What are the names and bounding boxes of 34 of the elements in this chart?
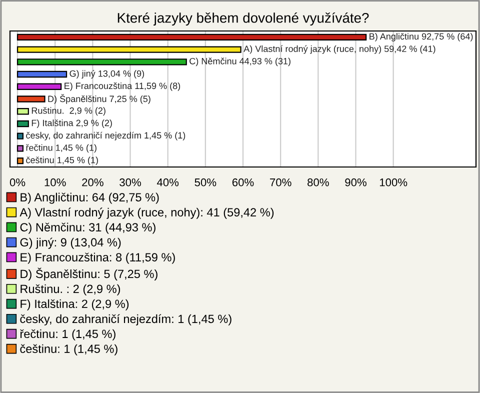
x-tick-label: 80%	[308, 178, 329, 186]
legend-label: G) jiný: 9 (13,04 %)	[20, 238, 121, 249]
data-label: D) Španělštinu 7,25 % (5)	[48, 94, 150, 104]
data-label: B) Angličtinu 92,75 % (64)	[370, 32, 473, 42]
data-label: řečtinu 1,45 % (1)	[26, 144, 96, 153]
chart-title: Které jazyky během dovolené využíváte?	[118, 12, 369, 26]
x-tick-label: 40%	[156, 178, 179, 186]
x-tick-label: 100%	[380, 178, 408, 186]
legend-label: B) Angličtinu: 64 (92,75 %)	[20, 192, 159, 204]
legend-label: A) Vlastní rodný jazyk (ruce, nohy): 41 (59,42 %)	[20, 208, 274, 219]
data-label: C) Němčinu 44,93 % (31)	[190, 58, 290, 66]
x-tick-label: 10%	[44, 178, 66, 186]
legend-label: češtinu: 1 (1,45 %)	[20, 344, 118, 356]
x-tick-label: 0%	[10, 178, 26, 186]
legend-label: F) Italština: 2 (2,9 %)	[20, 299, 129, 310]
x-tick-label: 20%	[82, 178, 104, 186]
x-tick-label: 30%	[120, 178, 141, 186]
legend-label: řečtinu: 1 (1,45 %)	[20, 329, 116, 340]
data-label: G) jiný 13,04 % (9)	[70, 70, 144, 79]
legend-label: D) Španělštinu: 5 (7,25 %)	[20, 268, 158, 280]
legend-label: C) Němčinu: 31 (44,93 %)	[20, 222, 156, 234]
data-label: česky, do zahraničí nejezdím 1,45 % (1)	[26, 132, 186, 140]
x-tick-label: 60%	[232, 178, 254, 186]
data-label: A) Vlastní rodný jazyk (ruce, nohy) 59,42 % (41)	[244, 45, 436, 54]
data-label: češtinu 1,45 % (1)	[26, 156, 98, 166]
legend-label: Ruštinu. : 2 (2,9 %)	[20, 284, 120, 296]
x-tick-label: 50%	[194, 178, 216, 186]
data-label: Ruštinu. 2,9 % (2)	[32, 107, 106, 116]
data-label: F) Italština 2,9 % (2)	[32, 120, 112, 128]
x-tick-label: 90%	[345, 178, 366, 186]
legend-label: česky, do zahraničí nejezdím: 1 (1,45 %)	[20, 314, 232, 326]
x-tick-label: 70%	[270, 178, 292, 186]
legend-label: E) Francouzština: 8 (11,59 %)	[20, 252, 175, 264]
data-label: E) Francouzština 11,59 % (8)	[64, 82, 180, 91]
